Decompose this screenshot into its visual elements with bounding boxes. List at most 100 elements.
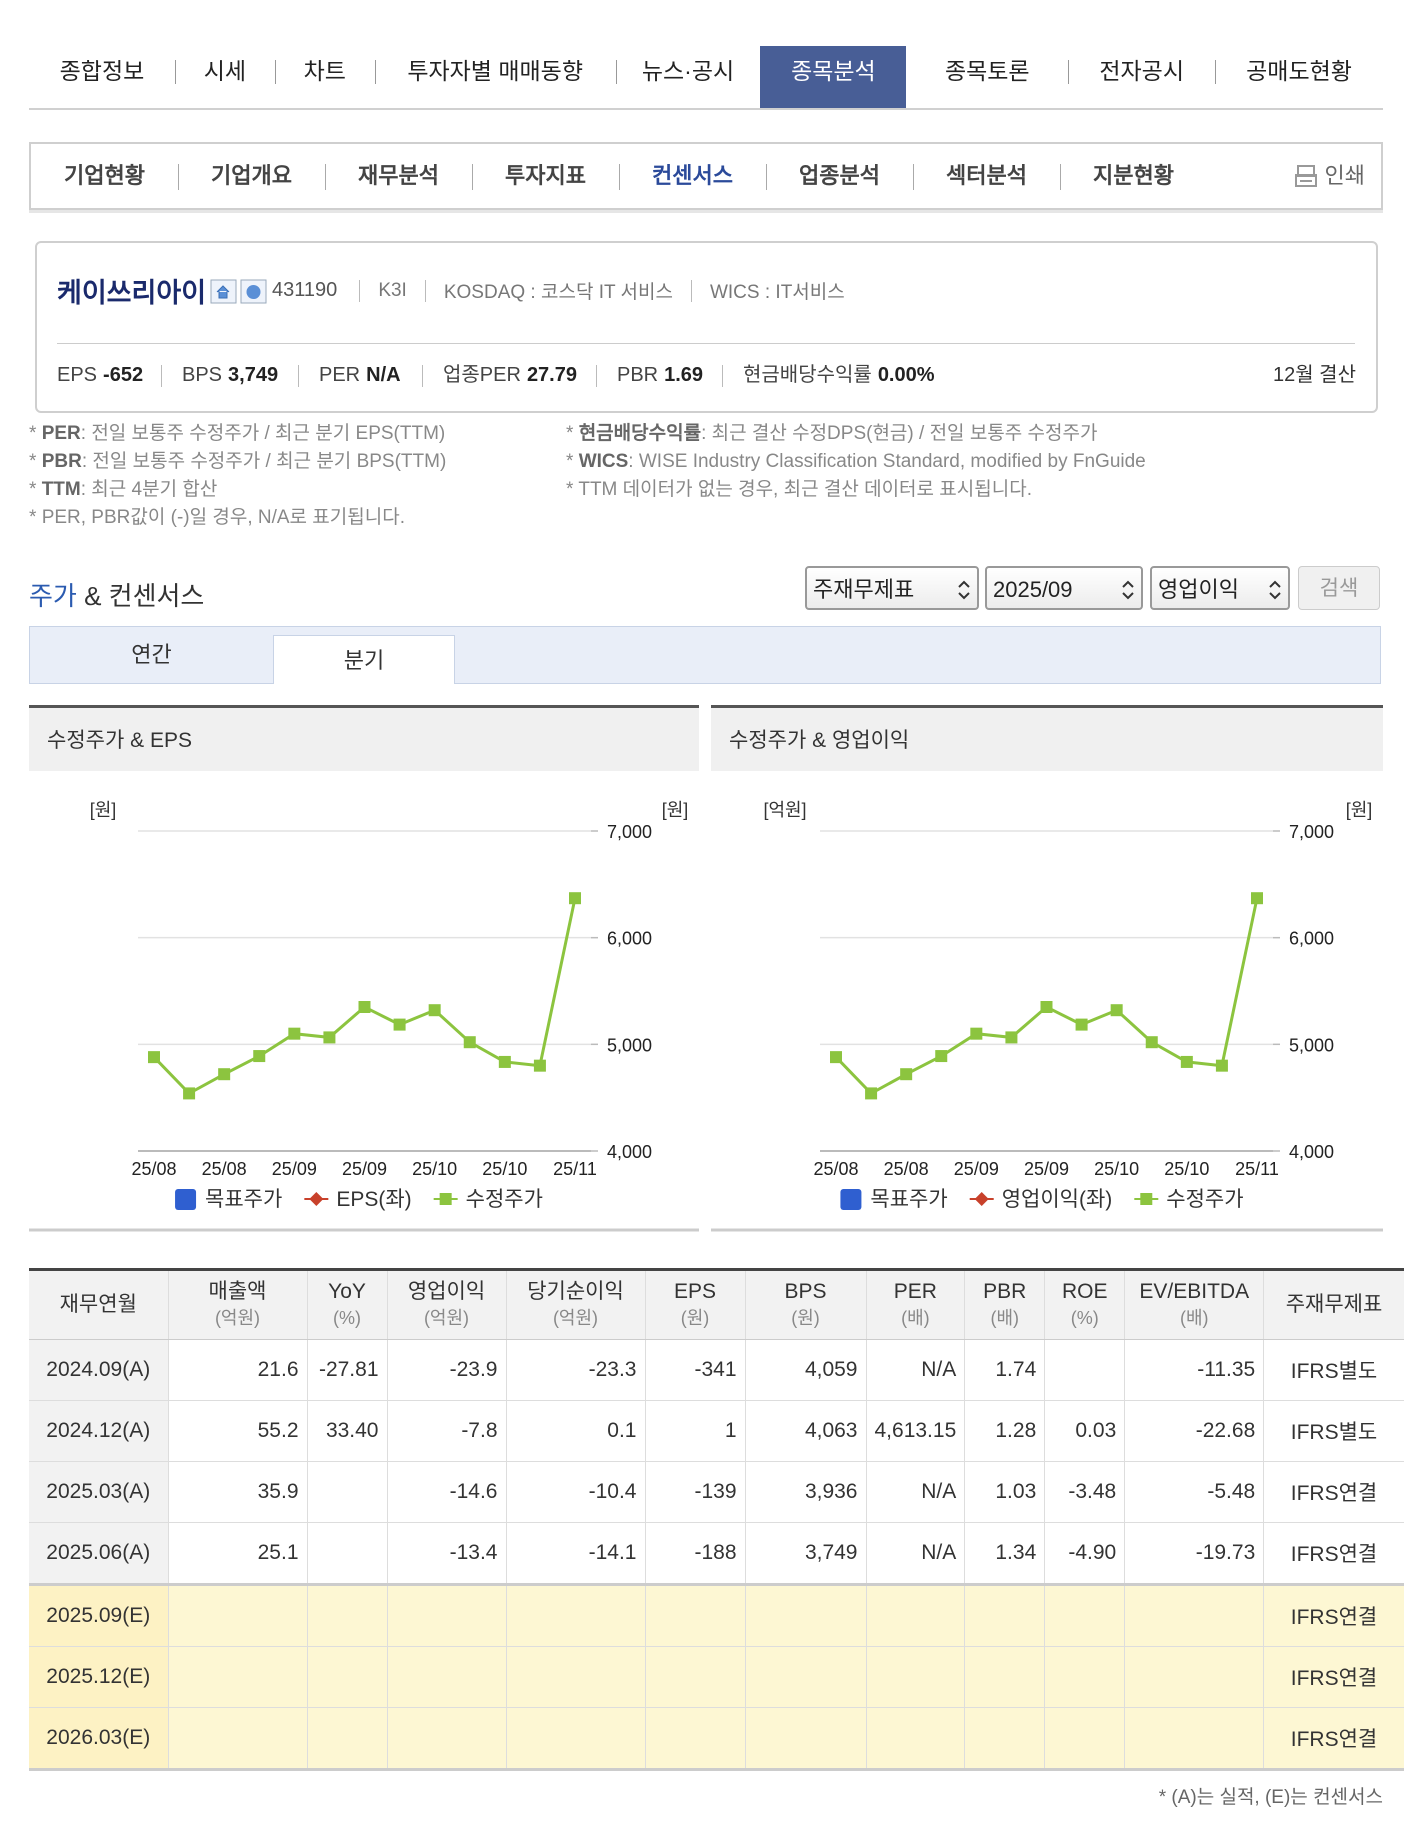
select[interactable]: 영업이익 <box>1150 566 1290 610</box>
x-tick-label: 25/10 <box>482 1159 527 1179</box>
table-cell: 3,936 <box>744 1461 866 1523</box>
table-cell: -23.3 <box>505 1339 645 1401</box>
sub-tab[interactable]: 기업현황 <box>64 163 145 188</box>
table-cell: IFRS연결 <box>1263 1583 1404 1647</box>
main-tab[interactable]: 종합정보 <box>59 58 145 84</box>
main-tab[interactable]: 전자공시 <box>1068 46 1215 108</box>
header-label: 당기순이익 <box>527 1280 624 1303</box>
table-cell <box>644 1583 745 1647</box>
x-tick-label: 25/11 <box>1235 1159 1279 1179</box>
table-row: 2025.09(E) IFRS연결 <box>29 1583 1404 1647</box>
metric-value: 1.69 <box>664 364 704 386</box>
legend-item[interactable]: 영업이익(좌) <box>969 1188 1113 1211</box>
table-cell <box>167 1707 307 1770</box>
main-tab[interactable]: 시세 <box>174 46 275 108</box>
legend-item[interactable]: EPS(좌) <box>304 1188 412 1211</box>
table-cell <box>1044 1583 1125 1647</box>
table-cell <box>964 1707 1045 1770</box>
metric-label: EPS <box>57 364 98 386</box>
table-cell <box>744 1646 866 1708</box>
x-tick-label: 25/08 <box>813 1159 858 1179</box>
y2-axis-label: [원] <box>1346 800 1373 820</box>
y2-tick-label: 6,000 <box>1289 929 1334 949</box>
metric: EPS -652 <box>57 361 143 389</box>
chart-panel: 수정주가 & EPS [원] [원] 4,000 5,000 6,000 7,000 25/0… <box>29 705 699 1232</box>
legend-item[interactable]: 목표주가 <box>840 1188 948 1211</box>
header-cell: EV/EBITDA (배) <box>1124 1269 1264 1340</box>
main-tab[interactable]: 종목분석 <box>760 46 907 108</box>
period-tab[interactable]: 연간 <box>131 642 172 667</box>
main-tab[interactable]: 뉴스·공시 <box>615 46 761 108</box>
financial-table: 재무연월 매출액 (억원) YoY (%) 영업이익 (억원) 당기순이익 (억원) EPS (원)… <box>29 1268 1404 1771</box>
table-cell: 3,749 <box>744 1522 866 1585</box>
sub-tab[interactable]: 지분현황 <box>1060 144 1207 208</box>
note-bullet: * <box>29 507 37 528</box>
sub-tab[interactable]: 재무분석 <box>325 144 472 208</box>
y2-tick-label: 5,000 <box>1289 1035 1334 1055</box>
legend-item[interactable]: 목표주가 <box>175 1188 282 1211</box>
note-text: : 전일 보통주 수정주가 / 최근 분기 BPS(TTM) <box>81 451 447 472</box>
select-arrow <box>958 580 970 600</box>
note: * TTM: 최근 4분기 합산 <box>29 476 446 504</box>
note: * PBR: 전일 보통주 수정주가 / 최근 분기 BPS(TTM) <box>29 448 446 476</box>
legend-item[interactable]: 수정주가 <box>433 1188 543 1211</box>
point <box>533 1059 546 1072</box>
header-cell: PBR (배) <box>964 1269 1045 1340</box>
main-tab[interactable]: 차트 <box>274 46 375 108</box>
table-cell <box>505 1707 645 1770</box>
separator <box>422 364 423 387</box>
company-wics: WICS : IT서비스 <box>709 282 845 303</box>
y2-tick-label: 6,000 <box>607 929 652 949</box>
company-ticker: K3I <box>378 279 407 301</box>
legend-label: 목표주가 <box>870 1188 947 1211</box>
select[interactable]: 2025/09 <box>985 566 1143 610</box>
sub-tab[interactable]: 업종분석 <box>766 144 913 208</box>
note-text: : 전일 보통주 수정주가 / 최근 분기 EPS(TTM) <box>80 423 446 444</box>
print-button[interactable]: 인쇄 <box>1294 144 1365 208</box>
separator <box>596 364 597 387</box>
y2-tick-label: 7,000 <box>1289 822 1334 842</box>
header-unit: (억원) <box>423 1308 470 1328</box>
legend-label: 수정주가 <box>466 1188 543 1211</box>
sub-tab[interactable]: 투자지표 <box>472 144 619 208</box>
sub-tab[interactable]: 컨센서스 <box>619 144 766 208</box>
select[interactable]: 주재무제표 <box>805 566 979 610</box>
table-cell: 33.40 <box>306 1400 387 1462</box>
point <box>218 1068 231 1081</box>
sub-tab[interactable]: 섹터분석 <box>913 144 1060 208</box>
table-cell <box>1044 1707 1125 1770</box>
legend-label: 목표주가 <box>205 1188 282 1211</box>
metric-label: PER <box>319 364 361 386</box>
legend-item[interactable]: 수정주가 <box>1134 1188 1244 1211</box>
table-cell: -7.8 <box>386 1400 506 1462</box>
main-tab[interactable]: 종목토론 <box>944 58 1030 84</box>
search-button[interactable]: 검색 <box>1298 566 1380 610</box>
divider <box>57 343 1355 344</box>
table-cell: IFRS연결 <box>1263 1461 1404 1523</box>
note: * PER, PBR값이 (-)일 경우, N/A로 표기됩니다. <box>29 504 446 532</box>
header-label: 영업이익 <box>407 1280 486 1303</box>
note-bullet: * <box>29 423 37 444</box>
separator <box>722 364 723 387</box>
metric-value: 3,749 <box>228 364 279 386</box>
legend-marker <box>175 1189 197 1210</box>
table-cell: 2025.12(E) <box>29 1646 168 1708</box>
table-cell <box>306 1583 387 1647</box>
notes-left: * PER: 전일 보통주 수정주가 / 최근 분기 EPS(TTM) * PBR… <box>29 420 446 532</box>
table-cell: -139 <box>644 1461 745 1523</box>
chart-header <box>29 705 699 771</box>
note-text: : 최근 결산 수정DPS(현금) / 전일 보통주 수정주가 <box>701 423 1098 444</box>
main-tab[interactable]: 공매도현황 <box>1215 46 1383 108</box>
x-tick-label: 25/08 <box>131 1159 176 1179</box>
note-bullet: * <box>566 451 574 472</box>
header-label: 매출액 <box>208 1280 267 1303</box>
company-header: 케이쓰리아이 431190 K3I KOSDAQ : 코스닥 IT 서비스 WI… <box>57 271 845 310</box>
period-tab[interactable]: 분기 <box>273 635 455 684</box>
note: * WICS: WISE Industry Classification Sta… <box>566 448 1146 476</box>
sub-tab[interactable]: 기업개요 <box>178 144 325 208</box>
table-cell: -188 <box>644 1522 745 1585</box>
note-text: PER, PBR값이 (-)일 경우, N/A로 표기됩니다. <box>41 507 405 528</box>
main-tab[interactable]: 투자자별 매매동향 <box>374 46 616 108</box>
header-row: 재무연월 매출액 (억원) YoY (%) 영업이익 (억원) 당기순이익 (억원) EPS (원)… <box>29 1269 1404 1340</box>
note: * TTM 데이터가 없는 경우, 최근 결산 데이터로 표시됩니다. <box>566 476 1146 504</box>
